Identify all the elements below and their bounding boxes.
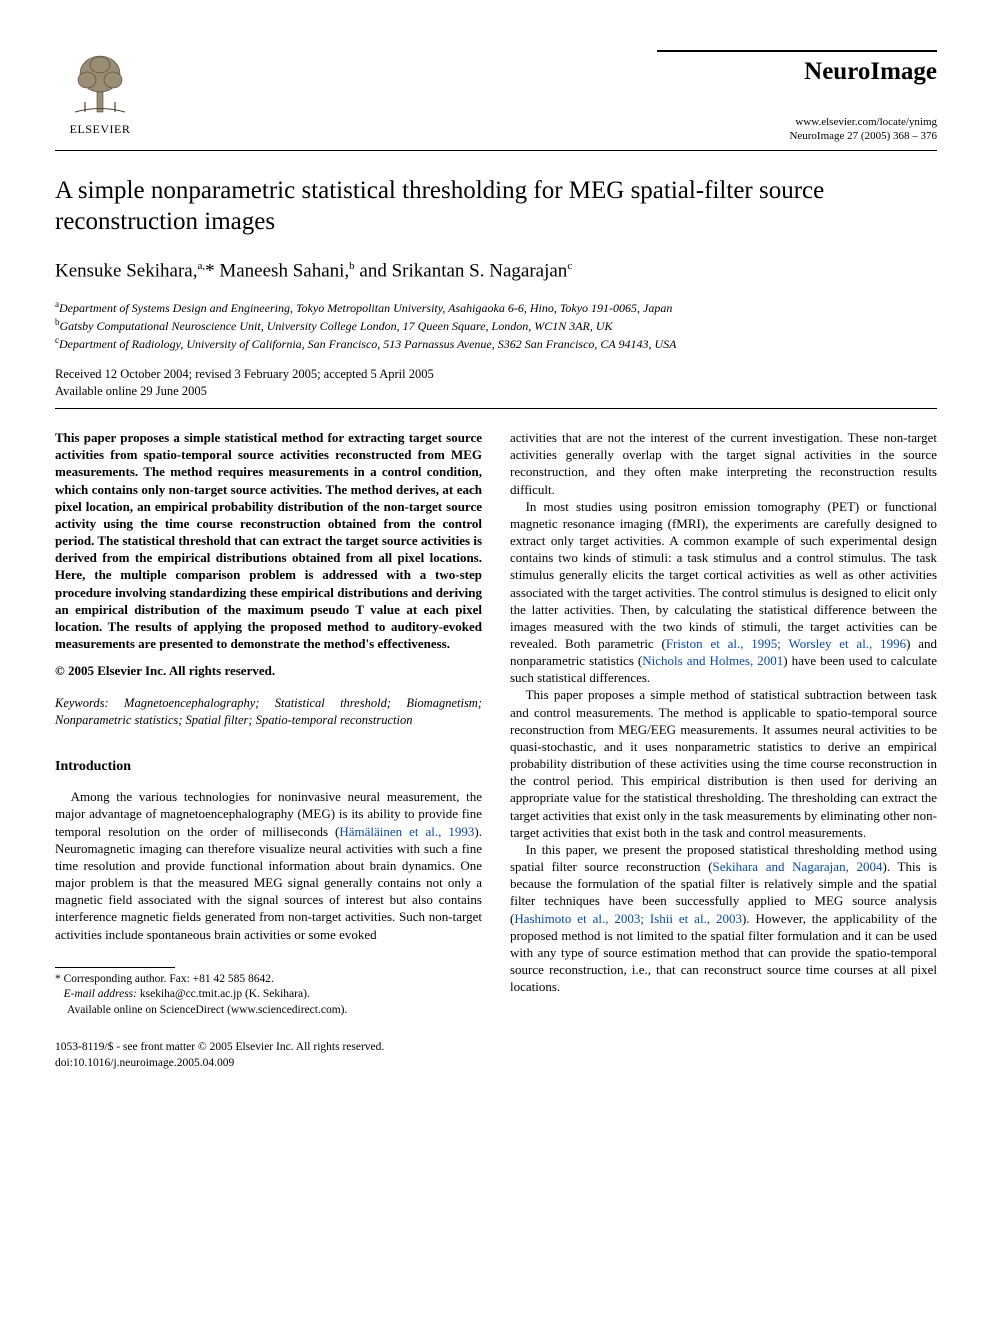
affiliation-c: cDepartment of Radiology, University of …	[55, 334, 937, 352]
keywords-block: Keywords: Magnetoencephalography; Statis…	[55, 695, 482, 728]
citation-link[interactable]: Hashimoto et al., 2003; Ishii et al., 20…	[514, 911, 742, 926]
abstract-text: This paper proposes a simple statistical…	[55, 429, 482, 652]
publisher-name: ELSEVIER	[70, 122, 131, 137]
intro-paragraph-1: Among the various technologies for nonin…	[55, 788, 482, 942]
authors-line: Kensuke Sekihara,a,* Maneesh Sahani,b an…	[55, 260, 937, 282]
keywords-label: Keywords:	[55, 696, 109, 710]
page-header: ELSEVIER NeuroImage www.elsevier.com/loc…	[55, 50, 937, 142]
issn-line: 1053-8119/$ - see front matter © 2005 El…	[55, 1040, 482, 1056]
col2-paragraph-1: activities that are not the interest of …	[510, 429, 937, 498]
affiliation-b: bGatsby Computational Neuroscience Unit,…	[55, 316, 937, 334]
col2-paragraph-2: In most studies using positron emission …	[510, 498, 937, 687]
journal-issue: NeuroImage 27 (2005) 368 – 376	[657, 130, 937, 142]
availability-line: Available online on ScienceDirect (www.s…	[67, 1003, 482, 1019]
bottom-meta: 1053-8119/$ - see front matter © 2005 El…	[55, 1040, 482, 1071]
doi-line: doi:10.1016/j.neuroimage.2005.04.009	[55, 1056, 482, 1072]
publisher-block: ELSEVIER	[55, 50, 145, 137]
citation-link[interactable]: Friston et al., 1995; Worsley et al., 19…	[666, 636, 906, 651]
corresponding-author: * Corresponding author. Fax: +81 42 585 …	[55, 972, 482, 988]
left-column: This paper proposes a simple statistical…	[55, 429, 482, 1071]
keywords-text: Magnetoencephalography; Statistical thre…	[55, 696, 482, 726]
article-title: A simple nonparametric statistical thres…	[55, 175, 937, 238]
footnote-divider	[55, 967, 175, 968]
abstract-copyright: © 2005 Elsevier Inc. All rights reserved…	[55, 662, 482, 679]
section-heading-intro: Introduction	[55, 758, 482, 776]
affiliations: aDepartment of Systems Design and Engine…	[55, 298, 937, 353]
article-dates: Received 12 October 2004; revised 3 Febr…	[55, 366, 937, 400]
journal-url: www.elsevier.com/locate/ynimg	[657, 116, 937, 128]
elsevier-tree-icon	[65, 50, 135, 120]
affiliation-a: aDepartment of Systems Design and Engine…	[55, 298, 937, 316]
journal-block: NeuroImage www.elsevier.com/locate/ynimg…	[657, 50, 937, 142]
col2-paragraph-3: This paper proposes a simple method of s…	[510, 686, 937, 840]
divider	[55, 408, 937, 409]
dates-online: Available online 29 June 2005	[55, 383, 937, 400]
journal-rule	[657, 50, 937, 52]
footnotes: * Corresponding author. Fax: +81 42 585 …	[55, 972, 482, 1019]
divider	[55, 150, 937, 151]
right-column: activities that are not the interest of …	[510, 429, 937, 1071]
citation-link[interactable]: Nichols and Holmes, 2001	[642, 653, 783, 668]
email-line: E-mail address: ksekiha@cc.tmit.ac.jp (K…	[55, 987, 482, 1003]
col2-paragraph-4: In this paper, we present the proposed s…	[510, 841, 937, 995]
citation-link[interactable]: Sekihara and Nagarajan, 2004	[713, 859, 883, 874]
journal-name: NeuroImage	[657, 58, 937, 86]
two-column-body: This paper proposes a simple statistical…	[55, 429, 937, 1071]
dates-received: Received 12 October 2004; revised 3 Febr…	[55, 366, 937, 383]
citation-link[interactable]: Hämäläinen et al., 1993	[339, 824, 474, 839]
